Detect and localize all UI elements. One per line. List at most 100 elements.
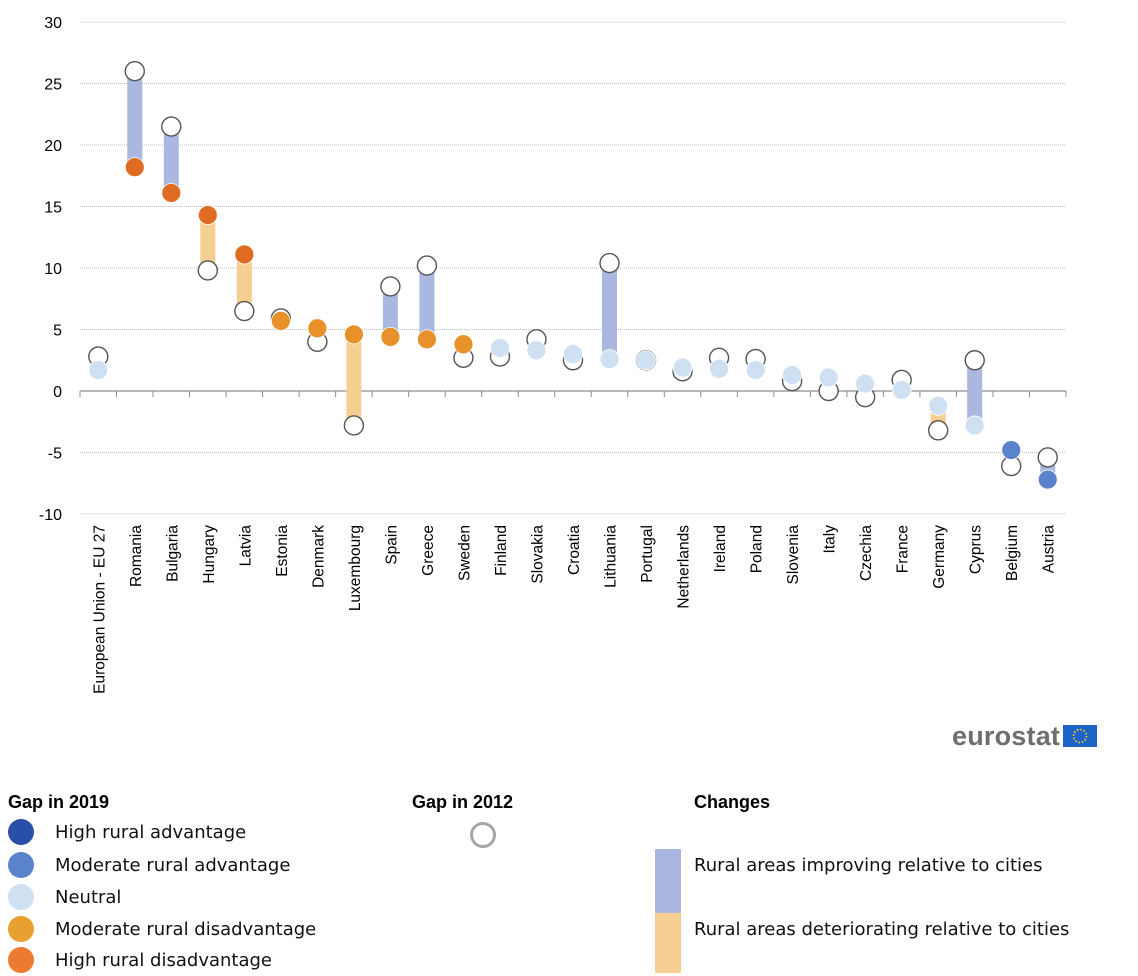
point-2019 [197,205,218,226]
point-2019 [161,183,182,203]
point-2012 [1037,447,1058,468]
legend-label: High rural advantage [55,821,247,843]
change-bar-deteriorating [200,215,216,271]
x-tick-label: Hungary [201,525,218,584]
point-2019 [234,244,255,265]
legend-label: Moderate rural disadvantage [55,918,317,940]
x-tick-label: Germany [931,525,948,589]
legend-title-changes: Changes [694,792,771,812]
x-tick-label: Slovenia [785,525,802,585]
improving-bar-icon [655,849,681,913]
y-tick-label: -5 [48,446,62,463]
point-2019 [672,357,693,378]
y-tick-label: -10 [39,507,62,524]
chart: -10 -5 0 5 10 15 20 25 30 European Union - EU 27 R… [39,15,1067,694]
point-2019 [855,373,876,394]
x-tick-label: Greece [420,525,437,576]
high-disadvantage-dot-icon [8,947,34,973]
logo-text: eurostat [952,720,1061,751]
point-2019 [453,334,474,355]
x-tick-label: Bulgaria [164,525,181,582]
point-2019 [124,157,145,178]
point-2019 [964,415,985,436]
x-tick-label: Portugal [639,525,656,583]
point-2019 [490,338,510,358]
legend-label: Rural areas deteriorating relative to ci… [694,918,1070,940]
eurostat-logo: eurostat [952,720,1098,751]
y-tick-label: 20 [44,138,62,155]
point-2012 [343,415,365,436]
legend-label: High rural disadvantage [55,949,272,971]
point-2019 [636,350,656,371]
x-tick-label: Croatia [566,525,583,575]
legend-title-2019: Gap in 2019 [8,792,110,812]
point-2012 [380,276,401,297]
y-tick-label: 5 [53,323,62,340]
x-tick-label: Cyprus [968,525,985,574]
y-tick-label: 10 [44,261,62,278]
legend-item-neutral: Neutral [8,881,121,913]
point-2012 [124,60,145,82]
y-tick-label: 30 [44,15,62,32]
x-tick-label: Netherlands [676,525,693,609]
point-2019 [599,349,620,369]
x-tick-label: France [895,525,912,573]
legend-item-moderate-advantage: Moderate rural advantage [8,849,290,881]
legend-item-moderate-disadvantage: Moderate rural disadvantage [8,913,316,945]
x-tick-label: Finland [493,525,510,576]
open-circle-icon [470,822,496,848]
y-tick-label: 25 [44,77,62,94]
point-2019 [380,326,401,347]
point-2012 [599,252,620,274]
eu-flag-icon [1063,725,1098,747]
point-2012 [964,350,985,371]
x-tick-label: Sweden [456,525,473,581]
legend-label: Moderate rural advantage [55,854,291,876]
y-tick-label: 15 [44,200,62,217]
x-tick-label: European Union - EU 27 [91,525,108,694]
point-2019 [782,365,803,385]
x-tick-label: Austria [1041,525,1058,574]
x-tick-label: Romania [128,525,145,587]
legend-title-2012: Gap in 2012 [412,792,514,812]
x-tick-label: Poland [749,525,766,573]
legend-item-high-disadvantage: High rural disadvantage [8,944,272,976]
point-2012 [161,116,182,137]
x-tick-label: Belgium [1004,525,1021,581]
x-tick-label: Ireland [712,525,729,572]
legend-label: Neutral [55,886,122,908]
x-tick-label: Luxembourg [347,525,364,611]
point-2012 [234,300,255,322]
change-bar-deteriorating [236,254,252,312]
change-bar-improving [382,286,398,337]
point-2019 [1037,469,1058,490]
neutral-dot-icon [8,884,34,910]
change-bar-improving [602,263,618,360]
point-2019 [818,367,839,388]
point-2012 [197,260,219,281]
point-2019 [343,324,364,345]
y-tick-label: 0 [53,384,62,401]
point-2019 [928,395,949,416]
x-tick-label: Denmark [310,525,327,588]
point-2019 [417,329,437,350]
point-2019 [307,318,328,339]
point-2019 [709,358,729,379]
x-tick-label: Italy [822,525,839,554]
point-2019 [270,310,291,331]
change-bar-deteriorating [346,334,362,426]
point-2012 [927,420,949,441]
moderate-advantage-dot-icon [8,852,34,878]
x-tick-label: Slovakia [529,525,546,584]
change-bar-improving [127,71,143,168]
x-tick-label: Lithuania [603,525,620,588]
change-bar-improving [419,265,435,340]
x-tick-label: Estonia [274,525,291,577]
point-2019 [526,340,547,361]
point-2019 [745,360,766,380]
legend-item-deteriorating: Rural areas deteriorating relative to ci… [694,913,1069,945]
point-2019 [88,360,109,380]
x-tick-label: Latvia [237,525,254,567]
point-2019 [1001,440,1022,460]
change-bar-improving [967,360,983,426]
